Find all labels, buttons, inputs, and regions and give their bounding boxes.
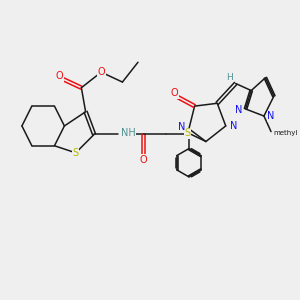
- Text: N: N: [230, 121, 237, 131]
- Text: O: O: [140, 155, 148, 165]
- Text: S: S: [184, 128, 190, 138]
- Text: methyl: methyl: [274, 130, 298, 136]
- Text: NH: NH: [121, 128, 136, 138]
- Text: N: N: [235, 105, 242, 116]
- Text: O: O: [98, 67, 106, 76]
- Text: N: N: [267, 111, 275, 121]
- Text: O: O: [171, 88, 178, 98]
- Text: O: O: [56, 71, 63, 81]
- Text: N: N: [178, 122, 185, 132]
- Text: H: H: [226, 73, 233, 82]
- Text: S: S: [73, 148, 79, 158]
